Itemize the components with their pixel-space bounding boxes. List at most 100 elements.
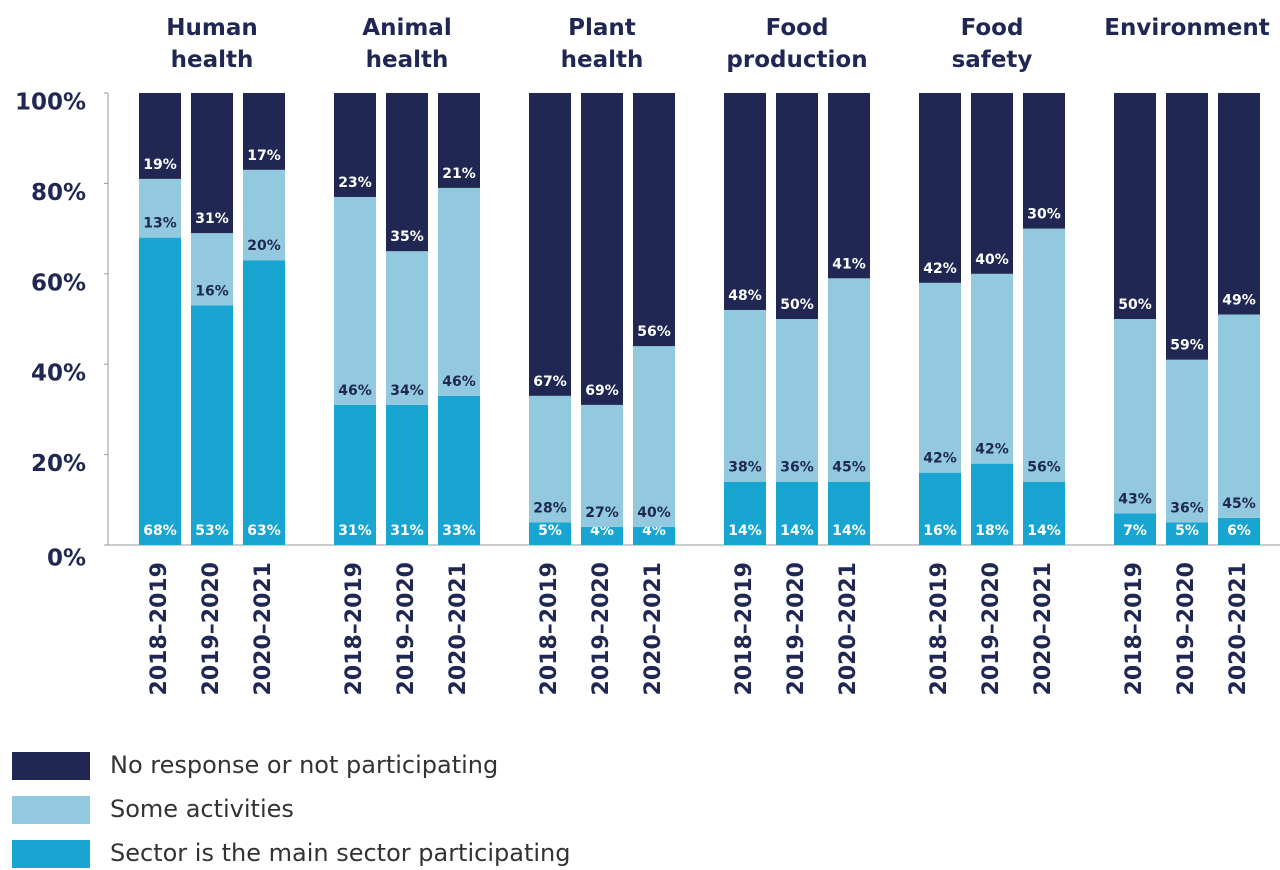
value-label: 42% (975, 442, 1009, 458)
bar-segment (386, 251, 428, 405)
value-label: 19% (143, 157, 177, 173)
bar-segment (724, 481, 766, 545)
bar-segment (1114, 93, 1156, 319)
value-label: 28% (533, 500, 567, 516)
value-label: 46% (442, 374, 476, 390)
x-tick-label: 2018–2019 (732, 562, 757, 695)
bar-segment (1023, 93, 1065, 229)
bar-segment (581, 93, 623, 405)
value-label: 31% (390, 523, 424, 539)
value-label: 59% (1170, 338, 1204, 354)
value-label: 45% (1222, 496, 1256, 512)
value-label: 14% (832, 523, 866, 539)
x-tick-label: 2019–2020 (199, 562, 224, 695)
value-label: 31% (338, 523, 372, 539)
value-label: 50% (1118, 297, 1152, 313)
value-label: 46% (338, 383, 372, 399)
bar-segment (191, 305, 233, 545)
value-label: 20% (247, 238, 281, 254)
x-tick-label: 2019–2020 (1174, 562, 1199, 695)
bar-segment (776, 319, 818, 482)
value-label: 5% (1175, 523, 1199, 539)
bar-segment (191, 233, 233, 306)
bar-segment (971, 93, 1013, 274)
bar-segment (828, 93, 870, 279)
value-label: 53% (195, 523, 229, 539)
bar-segment (386, 404, 428, 545)
bar-segment (581, 404, 623, 527)
x-tick-label: 2018–2019 (537, 562, 562, 695)
group-title: Plant health (560, 15, 644, 73)
bar-segment (581, 526, 623, 545)
bar-segment (243, 169, 285, 261)
x-tick-label: 2020–2021 (1031, 562, 1056, 695)
group-title: Food production (726, 15, 868, 73)
value-label: 31% (195, 211, 229, 227)
value-label: 67% (533, 374, 567, 390)
x-tick-label: 2020–2021 (641, 562, 666, 695)
bar-segment (1166, 522, 1208, 545)
x-tick-label: 2019–2020 (589, 562, 614, 695)
bar-segment (529, 93, 571, 396)
bar-segment (1166, 93, 1208, 360)
value-label: 63% (247, 523, 281, 539)
value-label: 56% (637, 324, 671, 340)
bar-segment (776, 481, 818, 545)
y-tick-label: 20% (31, 451, 86, 477)
value-label: 18% (975, 523, 1009, 539)
bar-segment (334, 196, 376, 405)
bar-segment (1166, 359, 1208, 523)
x-tick-label: 2020–2021 (1226, 562, 1251, 695)
y-tick-label: 0% (47, 546, 86, 572)
bar-segment (1114, 319, 1156, 514)
value-label: 68% (143, 523, 177, 539)
value-label: 6% (1227, 523, 1251, 539)
value-label: 36% (780, 460, 814, 476)
bar-segment (919, 472, 961, 545)
legend-swatch (12, 796, 90, 824)
x-tick-label: 2019–2020 (784, 562, 809, 695)
x-tick-label: 2020–2021 (446, 562, 471, 695)
x-tick-label: 2020–2021 (836, 562, 861, 695)
value-label: 38% (728, 460, 762, 476)
value-label: 34% (390, 383, 424, 399)
bar-segment (724, 93, 766, 310)
value-label: 69% (585, 383, 619, 399)
bar-segment (919, 93, 961, 283)
value-label: 27% (585, 505, 619, 521)
bar-segment (633, 93, 675, 347)
group-title: Food safety (951, 15, 1033, 73)
value-label: 14% (728, 523, 762, 539)
bar-segment (243, 93, 285, 170)
legend-swatch (12, 752, 90, 780)
bar-segment (1218, 517, 1260, 545)
value-label: 23% (338, 175, 372, 191)
bar-segment (334, 93, 376, 197)
y-tick-label: 80% (31, 180, 86, 206)
value-label: 21% (442, 166, 476, 182)
value-label: 41% (832, 256, 866, 272)
bar-segment (971, 463, 1013, 545)
bar-segment (334, 404, 376, 545)
y-tick-label: 40% (31, 361, 86, 387)
bar-segment (828, 481, 870, 545)
value-label: 49% (1222, 292, 1256, 308)
value-label: 45% (832, 460, 866, 476)
value-label: 30% (1027, 207, 1061, 223)
y-tick-label: 60% (31, 270, 86, 296)
legend-label: No response or not participating (110, 751, 498, 779)
value-label: 36% (1170, 500, 1204, 516)
value-label: 17% (247, 148, 281, 164)
value-label: 7% (1123, 523, 1147, 539)
bar-segment (529, 522, 571, 545)
bar-segment (243, 260, 285, 545)
value-label: 13% (143, 216, 177, 232)
bar-segment (386, 93, 428, 252)
bar-segment (1218, 93, 1260, 315)
bar-segment (776, 93, 818, 319)
group-title: Human health (166, 15, 258, 73)
legend-label: Some activities (110, 795, 294, 823)
x-tick-label: 2018–2019 (342, 562, 367, 695)
bar-segment (919, 282, 961, 473)
